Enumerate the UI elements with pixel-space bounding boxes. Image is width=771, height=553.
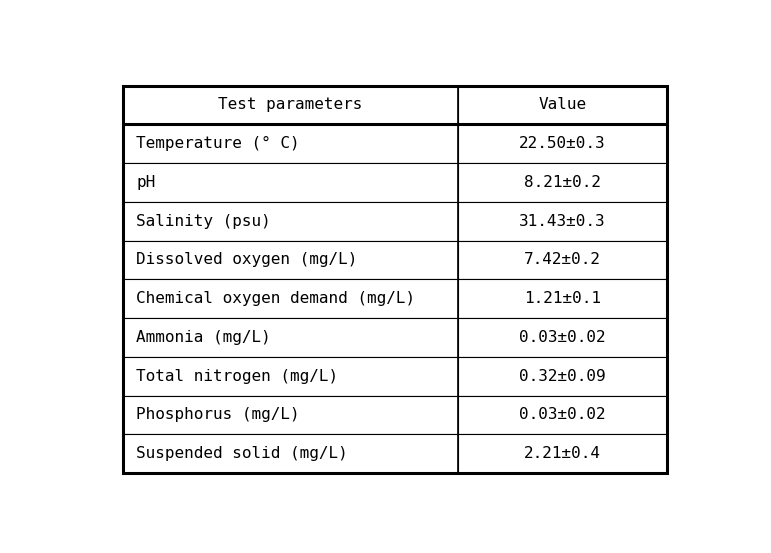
Bar [458,395,667,434]
Text: 2.21±0.4: 2.21±0.4 [524,446,601,461]
Text: pH: pH [136,175,156,190]
Text: 31.43±0.3: 31.43±0.3 [519,213,606,228]
Text: 0.03±0.02: 0.03±0.02 [519,408,606,422]
Bar [458,124,667,163]
Bar [458,357,667,395]
Bar [123,241,458,279]
Text: Total nitrogen (mg/L): Total nitrogen (mg/L) [136,369,338,384]
Bar [458,434,667,473]
Bar [458,163,667,202]
Text: Ammonia (mg/L): Ammonia (mg/L) [136,330,271,345]
Bar [123,357,458,395]
Text: Test parameters: Test parameters [218,97,362,112]
Bar [458,318,667,357]
Bar [123,163,458,202]
Bar [123,86,458,124]
Text: 1.21±0.1: 1.21±0.1 [524,291,601,306]
Text: Value: Value [538,97,587,112]
Text: 0.32±0.09: 0.32±0.09 [519,369,606,384]
Bar [123,202,458,241]
Text: 8.21±0.2: 8.21±0.2 [524,175,601,190]
Bar [458,202,667,241]
Text: 0.03±0.02: 0.03±0.02 [519,330,606,345]
Text: 22.50±0.3: 22.50±0.3 [519,136,606,151]
Text: Dissolved oxygen (mg/L): Dissolved oxygen (mg/L) [136,252,358,268]
Bar [458,241,667,279]
Text: Suspended solid (mg/L): Suspended solid (mg/L) [136,446,348,461]
Bar [123,279,458,318]
Bar [123,395,458,434]
Text: Salinity (psu): Salinity (psu) [136,213,271,228]
Bar [123,434,458,473]
Bar [458,86,667,124]
Text: Temperature (° C): Temperature (° C) [136,136,300,151]
Bar [123,318,458,357]
Bar [123,124,458,163]
Text: Phosphorus (mg/L): Phosphorus (mg/L) [136,408,300,422]
Bar [458,279,667,318]
Text: 7.42±0.2: 7.42±0.2 [524,252,601,268]
Text: Chemical oxygen demand (mg/L): Chemical oxygen demand (mg/L) [136,291,416,306]
